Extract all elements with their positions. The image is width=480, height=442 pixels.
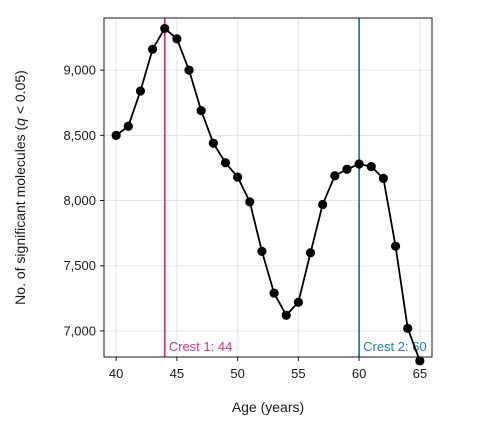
data-point bbox=[160, 23, 170, 34]
data-point bbox=[378, 173, 389, 183]
y-axis-title-italic: q bbox=[12, 118, 28, 126]
data-point bbox=[305, 248, 316, 258]
crest-lines: Crest 1: 44 Crest 2: 60 bbox=[163, 18, 427, 357]
data-point bbox=[366, 162, 376, 172]
x-tick-label: 50 bbox=[230, 366, 244, 381]
y-tick-label: 8,500 bbox=[63, 128, 96, 143]
data-point bbox=[220, 158, 231, 168]
x-tick-label: 55 bbox=[291, 366, 305, 381]
data-point bbox=[318, 199, 328, 210]
y-tick-label: 8,000 bbox=[63, 193, 96, 208]
data-point bbox=[208, 138, 218, 148]
y-tick-label: 9,000 bbox=[63, 63, 96, 78]
y-axis-title: No. of significant molecules (q < 0.05) bbox=[12, 70, 28, 305]
y-axis: 7,000 7,500 8,000 8,500 9,000 bbox=[63, 63, 104, 338]
data-point bbox=[269, 288, 279, 298]
x-axis-title: Age (years) bbox=[232, 399, 304, 415]
x-axis: 40 45 50 55 60 65 bbox=[109, 357, 427, 381]
y-tick-label: 7,500 bbox=[63, 258, 96, 273]
data-point bbox=[403, 323, 413, 333]
data-point bbox=[184, 65, 194, 75]
data-point bbox=[172, 34, 182, 44]
data-point bbox=[330, 171, 340, 181]
data-point bbox=[293, 297, 303, 307]
data-point bbox=[245, 197, 255, 207]
data-point bbox=[354, 159, 364, 169]
y-axis-title-prefix: No. of significant molecules ( bbox=[12, 126, 28, 305]
crest-label: Crest 1: 44 bbox=[169, 339, 233, 354]
crest-label: Crest 2: 60 bbox=[363, 339, 427, 354]
data-point bbox=[257, 246, 267, 256]
series bbox=[111, 23, 425, 366]
series-line bbox=[115, 27, 421, 362]
data-point bbox=[342, 164, 352, 174]
y-tick-label: 7,000 bbox=[63, 323, 96, 338]
data-point bbox=[233, 172, 243, 182]
x-tick-label: 60 bbox=[352, 366, 366, 381]
data-point bbox=[135, 86, 146, 96]
x-tick-label: 40 bbox=[109, 366, 123, 381]
data-point bbox=[281, 310, 291, 320]
data-point bbox=[123, 121, 133, 131]
grid bbox=[104, 18, 432, 357]
data-point bbox=[147, 44, 158, 54]
x-tick-label: 45 bbox=[170, 366, 184, 381]
data-point bbox=[111, 130, 121, 140]
y-axis-title-suffix: < 0.05) bbox=[12, 70, 28, 118]
x-tick-label: 65 bbox=[413, 366, 427, 381]
data-point bbox=[390, 241, 401, 251]
plot-frame bbox=[103, 17, 433, 358]
data-point bbox=[196, 105, 206, 116]
